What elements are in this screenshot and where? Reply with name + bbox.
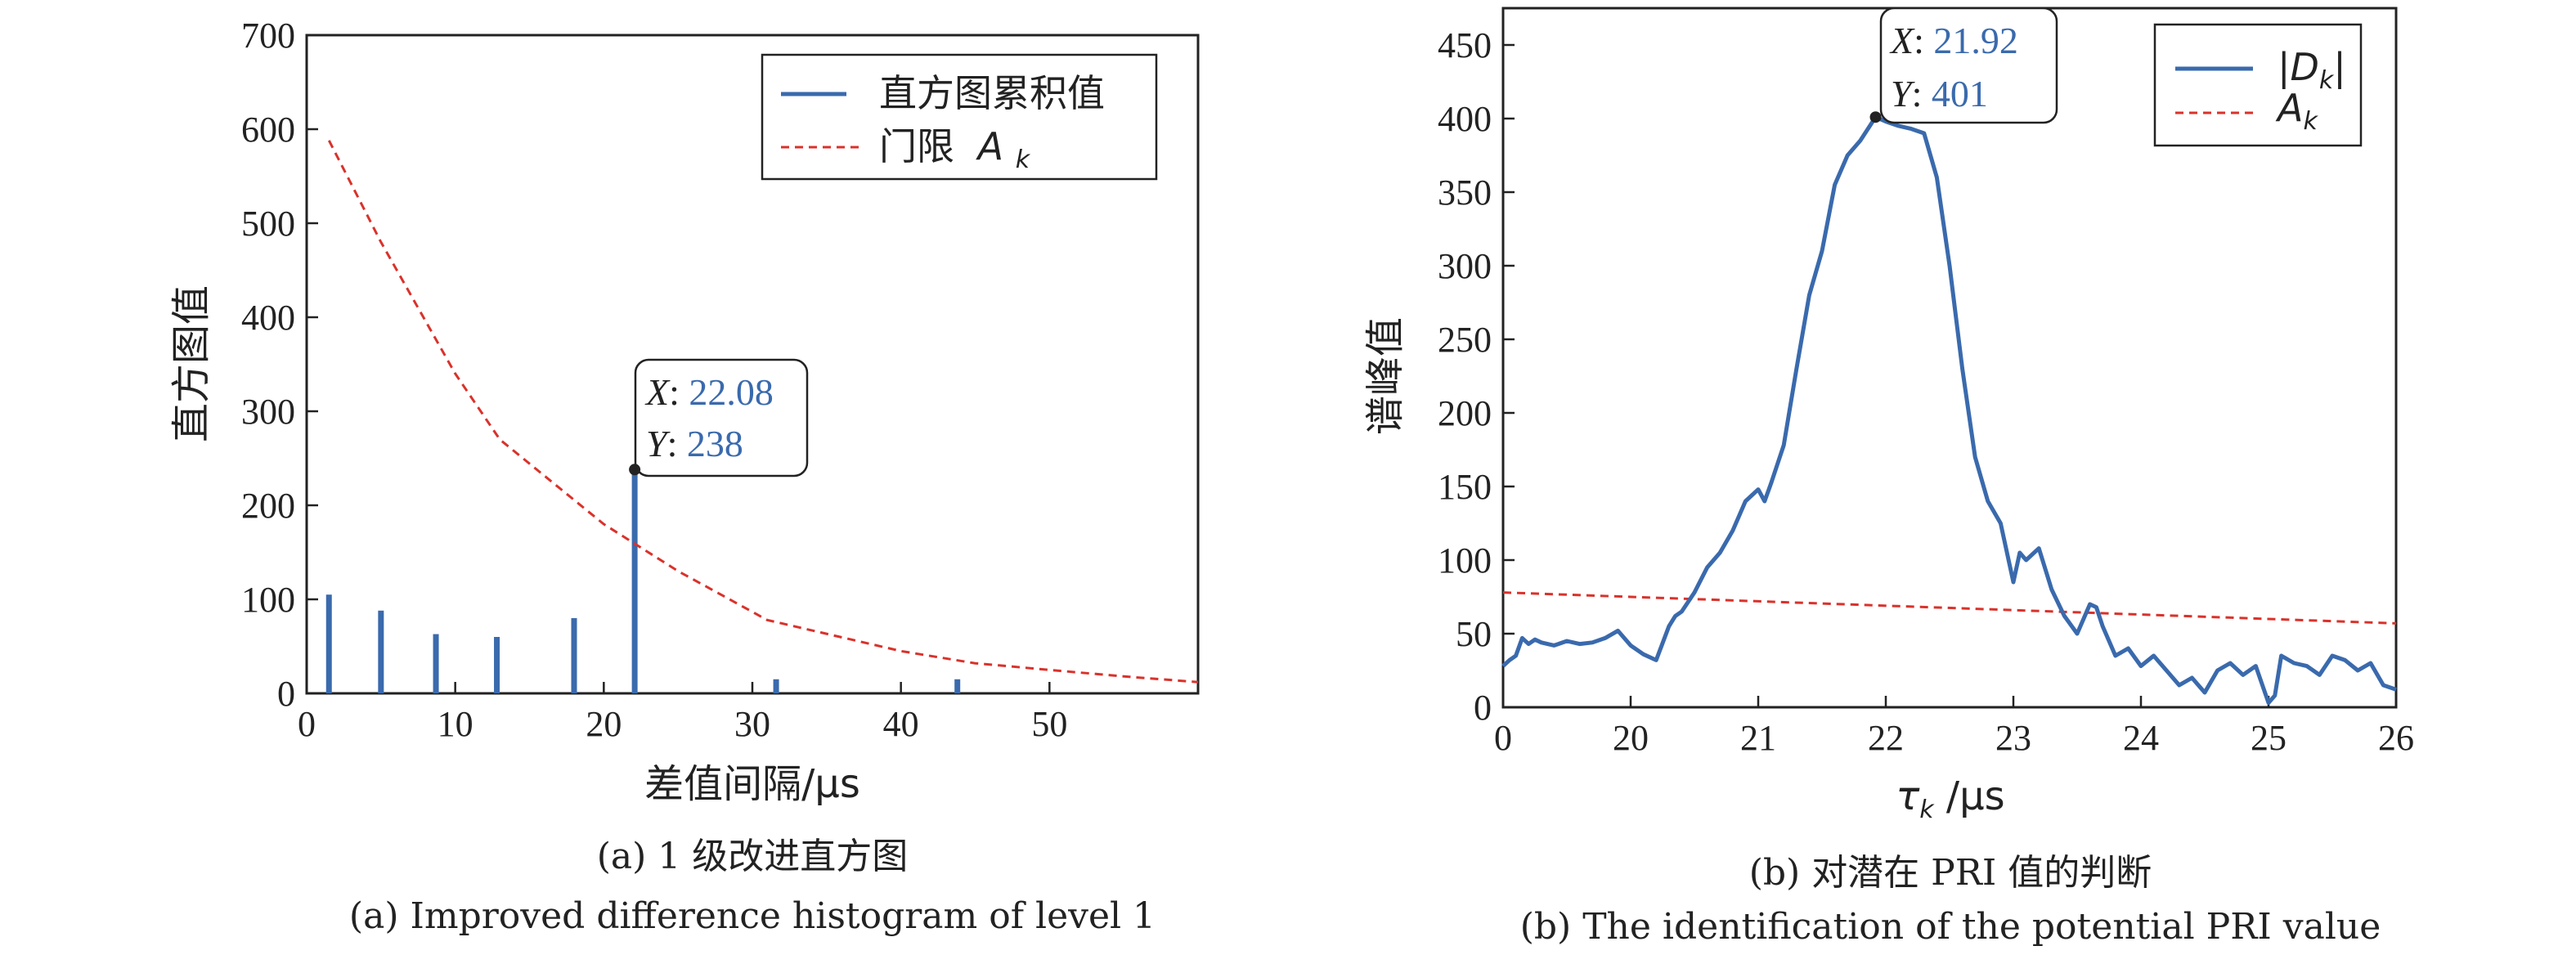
chart-b-datatip: X: 21.92 Y: 401 xyxy=(1869,7,2058,124)
chart-b-x-tick-label: 22 xyxy=(1868,718,1904,758)
chart-a-y-axis-label: 直方图值 xyxy=(168,285,214,442)
chart-a-bar xyxy=(631,469,638,693)
chart-a-legend-threshold-sub: k xyxy=(1016,146,1031,174)
chart-b-x-tick-label: 21 xyxy=(1740,718,1776,758)
chart-b-x-tick-label: 20 xyxy=(1613,718,1649,758)
chart-b-x-tick-label: 24 xyxy=(2123,718,2159,758)
chart-b-x-axis-unit: /μs xyxy=(1934,773,2005,819)
chart-b-legend-label-ak: Ak xyxy=(2275,86,2318,136)
chart-b-datatip-x: X: 21.92 xyxy=(1889,20,2018,61)
chart-a-x-tick-label: 40 xyxy=(883,704,919,744)
chart-b-datatip-y: Y: 401 xyxy=(1891,73,1988,114)
chart-a-y-tick-label: 100 xyxy=(241,580,295,620)
chart-b-threshold-line xyxy=(1502,591,2397,625)
chart-b-x-tick-label: 0 xyxy=(1494,718,1512,758)
chart-b-y-tick-label: 100 xyxy=(1438,540,1492,581)
chart-b-y-tick-label: 50 xyxy=(1456,614,1492,654)
chart-a-legend: 直方图累积值 门限 A k xyxy=(761,53,1158,181)
chart-a-datatip-y: Y: 238 xyxy=(646,423,743,464)
chart-a-y-tick-label: 400 xyxy=(241,298,295,338)
chart-a-y-tick-label: 500 xyxy=(241,204,295,244)
chart-a-y-tick-label: 600 xyxy=(241,110,295,150)
chart-b-legend-box xyxy=(2153,23,2363,147)
chart-b-caption-cn: (b) 对潜在 PRI 值的判断 xyxy=(1749,852,2152,894)
chart-b-y-tick-label: 150 xyxy=(1438,467,1492,507)
chart-a-x-tick-label: 10 xyxy=(438,704,473,744)
chart-b-y-tick-label: 450 xyxy=(1438,25,1492,65)
chart-b-datatip-box xyxy=(1879,7,2058,124)
chart-a-datatip-x: X: 22.08 xyxy=(644,371,774,413)
chart-a-y-ticks: 0 100 200 300 400 500 600 700 xyxy=(241,16,318,714)
chart-b-x-axis-label: τk /μs xyxy=(1896,773,2004,824)
chart-b-legend-label-dk: |Dk| xyxy=(2278,45,2346,95)
chart-a-bar xyxy=(773,679,779,693)
chart-a-bars xyxy=(325,469,961,693)
chart-b-x-tick-label: 26 xyxy=(2378,718,2414,758)
chart-b-datatip-point xyxy=(1869,111,1882,123)
chart-a-x-axis-label: 差值间隔/μs xyxy=(644,761,860,807)
chart-b-y-axis-label: 谱峰值 xyxy=(1362,317,1408,435)
chart-b-y-tick-label: 250 xyxy=(1438,320,1492,360)
chart-b-x-ticks: 0 20 21 22 23 24 25 26 xyxy=(1494,696,2414,758)
chart-a-y-tick-label: 200 xyxy=(241,486,295,526)
chart-a-legend-box xyxy=(761,53,1158,181)
chart-a-datatip-box xyxy=(634,358,809,478)
chart-a-caption-cn: (a) 1 级改进直方图 xyxy=(597,836,909,877)
chart-a-bar xyxy=(954,679,961,693)
chart-a-legend-threshold-math: A xyxy=(976,124,1003,168)
chart-b-y-tick-label: 400 xyxy=(1438,99,1492,139)
chart-a-y-tick-label: 700 xyxy=(241,16,295,56)
chart-b-y-tick-label: 0 xyxy=(1474,688,1492,728)
chart-a-y-tick-label: 300 xyxy=(241,392,295,432)
chart-a-x-tick-label: 0 xyxy=(298,704,316,744)
chart-a-x-tick-label: 20 xyxy=(586,704,622,744)
chart-a-x-tick-label: 30 xyxy=(734,704,770,744)
chart-b-x-axis-math: τ xyxy=(1896,773,1920,819)
chart-b-x-axis-sub: k xyxy=(1919,796,1935,824)
chart-a-datatip-point xyxy=(629,464,641,476)
chart-a-bar xyxy=(494,637,500,693)
chart-a-bar xyxy=(571,618,577,693)
chart-a-legend-threshold-cn: 门限 xyxy=(879,124,954,168)
chart-a-legend-label-threshold: 门限 A k xyxy=(879,124,1031,174)
chart-b-y-tick-label: 300 xyxy=(1438,246,1492,286)
chart-a-bar xyxy=(325,594,332,693)
chart-a-x-tick-label: 50 xyxy=(1031,704,1067,744)
chart-a-bar xyxy=(378,610,384,693)
chart-a-x-ticks: 0 10 20 30 40 50 xyxy=(298,682,1067,744)
chart-a-datatip: X: 22.08 Y: 238 xyxy=(629,358,809,478)
chart-b-x-tick-label: 25 xyxy=(2251,718,2287,758)
chart-b-dk-line xyxy=(1501,114,2397,706)
chart-a-legend-label-bars: 直方图累积值 xyxy=(879,71,1105,115)
chart-b-x-tick-label: 23 xyxy=(1995,718,2031,758)
chart-a-bar xyxy=(433,634,439,693)
chart-b-caption-en: (b) The identification of the potential … xyxy=(1520,906,2381,948)
chart-b: 0 50 100 150 200 250 300 350 400 450 0 20 21 22 23 24 2… xyxy=(1362,7,2414,948)
chart-a-caption-en: (a) Improved difference histogram of lev… xyxy=(349,895,1156,937)
chart-b-y-tick-label: 200 xyxy=(1438,393,1492,433)
chart-b-y-ticks: 0 50 100 150 200 250 300 350 400 450 xyxy=(1438,25,1515,728)
chart-b-y-tick-label: 350 xyxy=(1438,173,1492,213)
chart-a-y-tick-label: 0 xyxy=(277,674,295,714)
chart-b-legend: |Dk| Ak xyxy=(2153,23,2363,147)
chart-a-threshold-line xyxy=(327,140,1199,684)
